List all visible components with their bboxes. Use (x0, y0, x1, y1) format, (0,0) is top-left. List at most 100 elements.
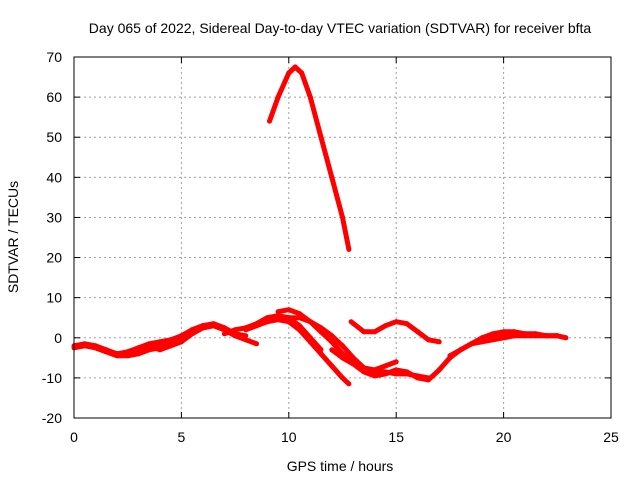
data-point (264, 319, 270, 325)
data-point (468, 341, 474, 347)
y-tick-label: 10 (46, 290, 62, 306)
data-point (275, 309, 281, 315)
x-tick-label: 10 (281, 429, 297, 445)
data-point (544, 333, 550, 339)
data-point (318, 325, 324, 331)
data-point (404, 369, 410, 375)
data-point (267, 118, 272, 124)
data-point (348, 319, 354, 325)
data-point (383, 363, 388, 369)
data-point (329, 363, 335, 369)
data-point (297, 311, 302, 317)
data-point (307, 319, 313, 325)
x-tick-label: 25 (603, 429, 619, 445)
data-point (458, 347, 464, 353)
x-tick-label: 20 (496, 429, 512, 445)
data-point (93, 345, 98, 351)
series-line (267, 64, 352, 250)
data-point (340, 343, 345, 349)
data-point (436, 367, 442, 373)
ticks: 0 5 10 15 20 25 -20 -10 0 10 20 30 40 50 60 70 (42, 49, 619, 445)
data-point (350, 361, 356, 367)
x-tick-label: 5 (178, 429, 186, 445)
data-point (135, 347, 141, 353)
data-point (340, 375, 345, 381)
chart-title: Day 065 of 2022, Sidereal Day-to-day VTE… (89, 20, 592, 36)
data-point (383, 323, 388, 329)
data-point (501, 333, 507, 339)
data-point (168, 337, 174, 343)
data-point (361, 329, 367, 335)
data-point (415, 375, 421, 381)
data-point (346, 381, 352, 387)
data-point (297, 327, 302, 333)
y-tick-label: 70 (46, 49, 62, 65)
y-tick-label: -20 (42, 410, 62, 426)
data-point (243, 327, 249, 333)
y-tick-label: 30 (46, 209, 62, 225)
data-point (307, 339, 313, 345)
data-point (501, 329, 507, 335)
data-point (350, 355, 356, 361)
data-point (490, 335, 496, 341)
data-point (254, 341, 260, 347)
data-point (425, 337, 431, 343)
data-point (114, 351, 120, 357)
data-point (292, 64, 298, 70)
data-point (361, 369, 367, 375)
data-point (103, 349, 109, 355)
data-point (275, 317, 281, 323)
x-tick-label: 0 (70, 429, 78, 445)
series-arc-11 (348, 319, 442, 345)
data-point (346, 247, 352, 252)
y-axis-label: SDTVAR / TECUs (5, 181, 21, 293)
data-point (243, 337, 249, 343)
y-tick-label: 60 (46, 89, 62, 105)
series-arc-7 (243, 317, 352, 387)
data-point (275, 94, 281, 100)
data-point (425, 377, 431, 383)
data-point (318, 134, 324, 140)
data-point (232, 327, 238, 333)
data-point (415, 329, 421, 335)
data-point (286, 315, 292, 321)
data-point (189, 329, 195, 335)
x-tick-label: 15 (388, 429, 404, 445)
y-tick-label: 50 (46, 129, 62, 145)
data-point (554, 333, 560, 339)
data-point (286, 319, 292, 325)
data-point (329, 347, 335, 353)
data-point (157, 347, 163, 353)
y-tick-label: 40 (46, 169, 62, 185)
data-point (178, 335, 184, 341)
data-point (383, 371, 388, 377)
data-point (340, 214, 345, 220)
data-point (329, 174, 335, 180)
data-point (286, 70, 292, 76)
data-point (299, 70, 305, 76)
data-point (447, 353, 453, 359)
data-point (372, 329, 378, 335)
data-point (211, 323, 217, 329)
x-axis-label: GPS time / hours (287, 458, 394, 474)
data-point (329, 339, 335, 345)
data-point (146, 343, 152, 349)
data-point (533, 333, 539, 339)
y-tick-label: 0 (54, 330, 62, 346)
data-point (297, 315, 302, 321)
data-point (404, 321, 410, 327)
data-point (393, 319, 399, 325)
data-point (286, 307, 292, 313)
data-point (168, 343, 174, 349)
data-point (125, 349, 131, 355)
data-point (221, 331, 227, 337)
data-point (200, 325, 206, 331)
data-point (563, 335, 569, 341)
data-point (436, 339, 442, 345)
y-tick-label: -10 (42, 370, 62, 386)
grid (74, 57, 611, 418)
data-point (157, 339, 163, 345)
data-point (393, 367, 399, 373)
data-point (522, 333, 528, 339)
